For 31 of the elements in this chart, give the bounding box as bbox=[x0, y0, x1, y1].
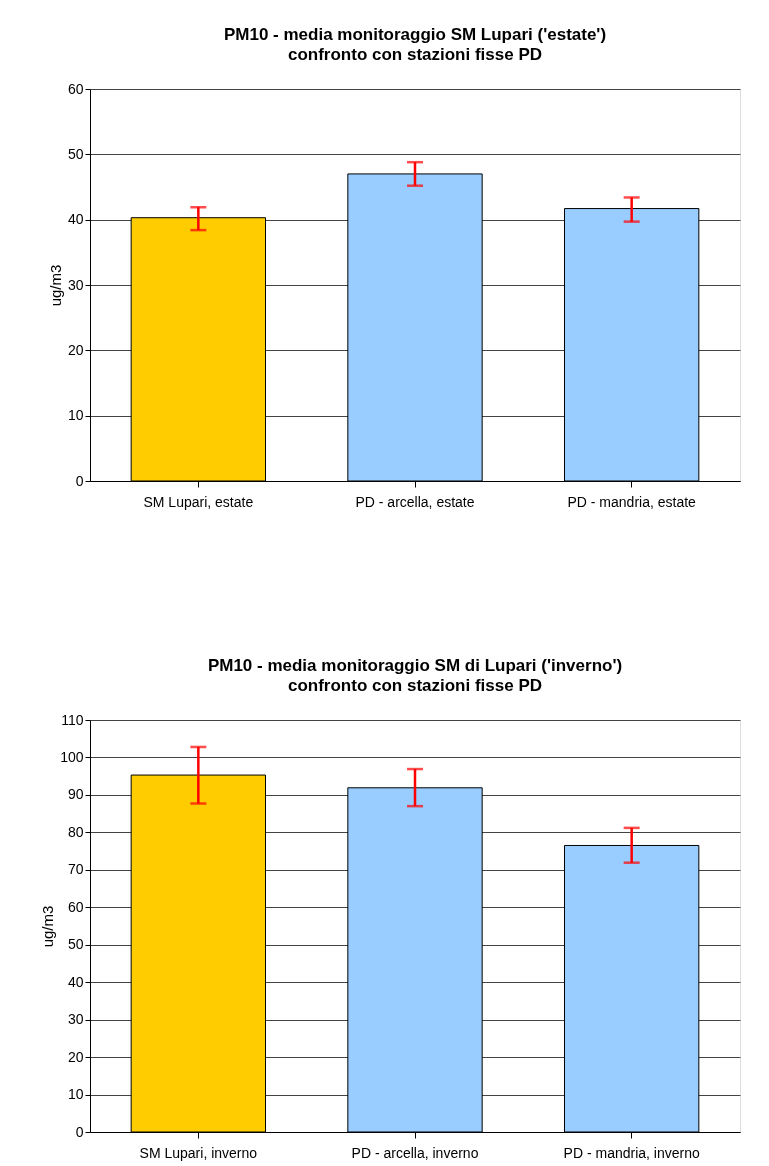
y-tick-label: 110 bbox=[61, 711, 84, 728]
y-tick-label: 0 bbox=[75, 1123, 84, 1140]
y-tick-label: 40 bbox=[67, 211, 84, 228]
y-tick-label: 30 bbox=[67, 1011, 84, 1028]
y-tick-label: 100 bbox=[60, 748, 84, 765]
y-tick-label: 20 bbox=[67, 341, 84, 358]
chart-subtitle: confronto con stazioni fisse PD bbox=[287, 676, 543, 695]
chart-title: PM10 - media monitoraggio SM Lupari ('estate') bbox=[223, 25, 607, 44]
y-tick-label: 20 bbox=[67, 1048, 84, 1065]
x-tick-label: PD - mandria, inverno bbox=[563, 1144, 700, 1161]
y-tick-label: 50 bbox=[67, 936, 84, 953]
y-tick-label: 60 bbox=[67, 898, 84, 915]
x-tick-label: SM Lupari, estate bbox=[143, 493, 254, 510]
y-tick-label: 90 bbox=[67, 786, 84, 803]
y-tick-label: 10 bbox=[67, 407, 84, 424]
x-tick-label: PD - mandria, estate bbox=[567, 493, 697, 510]
y-tick-label: 30 bbox=[67, 276, 84, 293]
y-tick-label: 40 bbox=[67, 973, 84, 990]
chart-subtitle: confronto con stazioni fisse PD bbox=[287, 45, 543, 64]
x-tick-label: PD - arcella, inverno bbox=[351, 1144, 479, 1161]
x-tick-label: PD - arcella, estate bbox=[355, 493, 475, 510]
y-axis-title: ug/m3 bbox=[46, 264, 64, 307]
y-tick-label: 70 bbox=[67, 861, 84, 878]
y-tick-label: 0 bbox=[75, 472, 84, 489]
y-tick-label: 50 bbox=[67, 145, 84, 162]
chart-title: PM10 - media monitoraggio SM di Lupari ('inverno') bbox=[207, 656, 623, 675]
x-tick-label: SM Lupari, inverno bbox=[139, 1144, 258, 1161]
y-tick-label: 60 bbox=[67, 80, 84, 97]
y-axis-title: ug/m3 bbox=[39, 905, 57, 948]
y-tick-label: 10 bbox=[67, 1086, 84, 1103]
y-tick-label: 80 bbox=[67, 823, 84, 840]
